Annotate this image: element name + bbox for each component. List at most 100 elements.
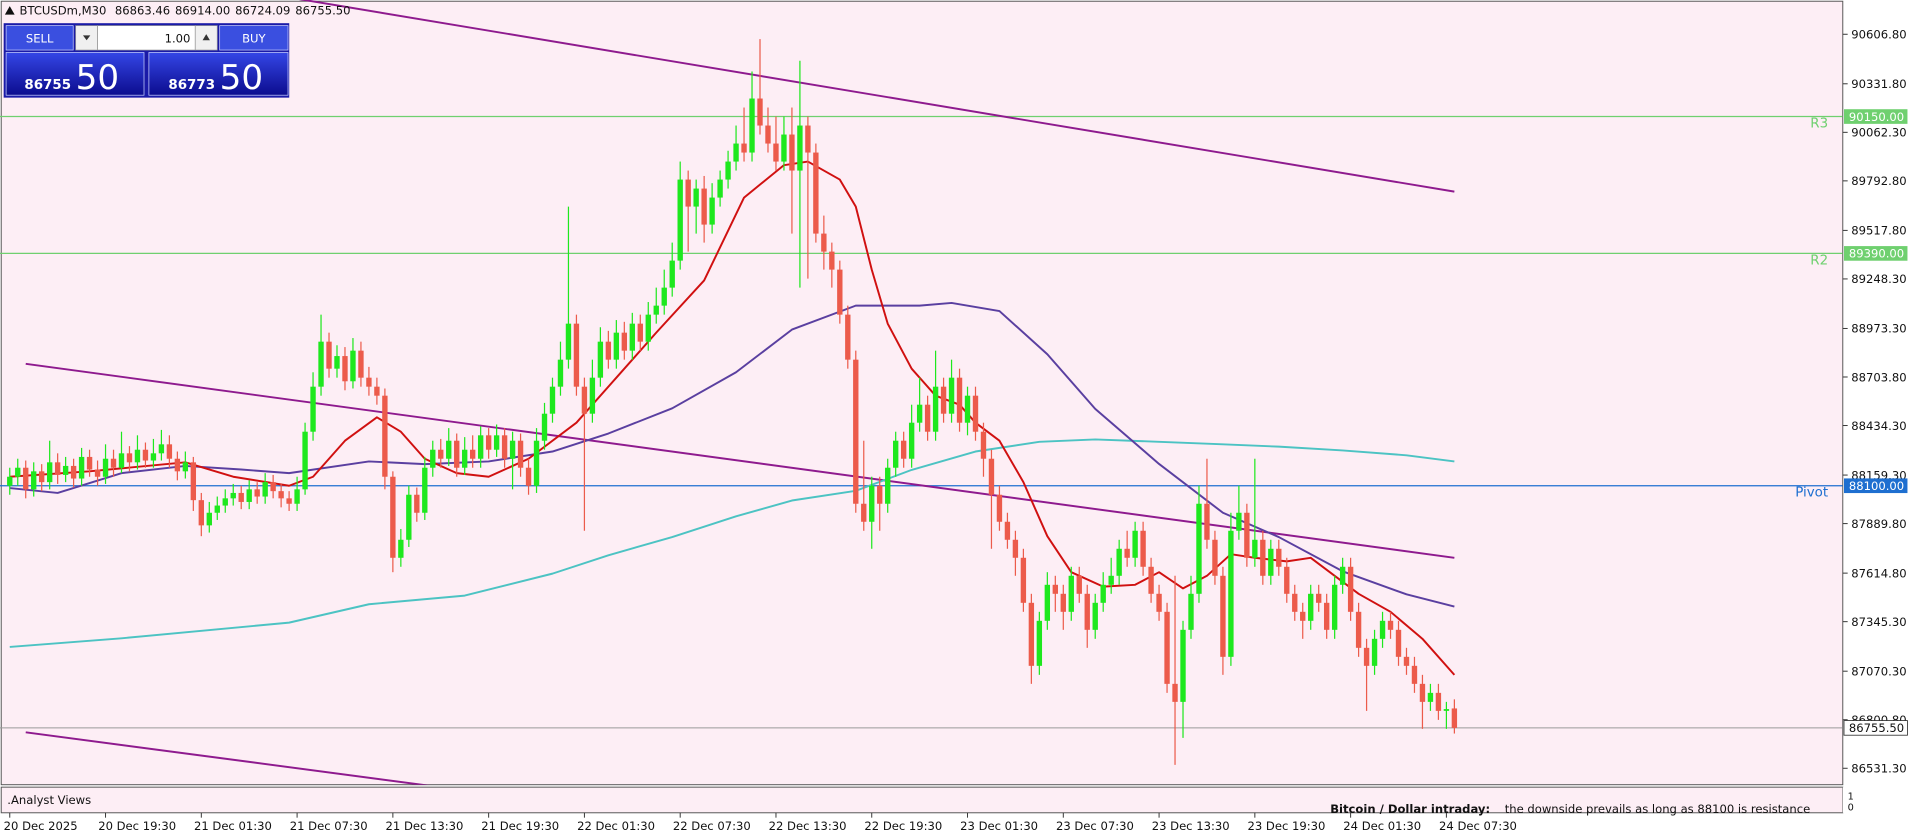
candle-body: [31, 471, 37, 490]
candle-body: [39, 471, 45, 483]
candle-body: [302, 431, 308, 490]
y-tick-label: 89248.30: [1851, 272, 1906, 286]
sell-price[interactable]: 86755 50: [5, 52, 145, 98]
candle-body: [366, 377, 372, 387]
y-tick-label: 89792.80: [1851, 174, 1906, 188]
candle-body: [1140, 530, 1146, 567]
buy-price-big[interactable]: 50: [220, 58, 263, 98]
y-tick-label: 87345.30: [1851, 615, 1906, 629]
buy-label[interactable]: BUY: [242, 32, 266, 46]
x-tick-label: 22 Dec 13:30: [769, 819, 847, 833]
up-arrow[interactable]: [202, 34, 210, 41]
volume-input[interactable]: [97, 25, 196, 51]
level-label: R3: [1810, 117, 1828, 132]
trend-line: [25, 731, 429, 785]
buy-price-main[interactable]: 86773: [168, 78, 215, 93]
volume-up[interactable]: [194, 25, 218, 51]
moving-average: [9, 301, 1455, 608]
candle-body: [374, 386, 380, 396]
candle-body: [1323, 602, 1330, 630]
candle-body: [1260, 539, 1266, 576]
sell-price-bg[interactable]: [5, 52, 145, 96]
candle-body: [653, 305, 659, 315]
candle-body: [669, 260, 675, 288]
candle-body: [964, 395, 971, 423]
buy-price-bg[interactable]: [148, 52, 289, 96]
candle-body: [573, 323, 580, 387]
candle-body: [270, 482, 276, 492]
candle-body: [924, 404, 931, 432]
candle-body: [1236, 512, 1242, 531]
candle-body: [1204, 503, 1210, 540]
candle-body: [1252, 539, 1258, 558]
y-tick-label: 90606.80: [1851, 28, 1906, 42]
symbol-icon: [4, 6, 15, 15]
candle-body: [1036, 620, 1043, 666]
buy-price[interactable]: 86773 50: [148, 52, 289, 98]
buy-button-bg[interactable]: [219, 25, 289, 51]
candle-body: [1196, 503, 1202, 594]
candle-body: [23, 467, 29, 490]
moving-average: [9, 160, 1456, 676]
candle-body: [948, 377, 955, 414]
candle-body: [262, 482, 268, 497]
last-price-label: 86755.50: [1849, 721, 1904, 735]
volume-down[interactable]: [75, 25, 98, 51]
candle-body: [781, 134, 787, 162]
x-tick-label: 24 Dec 01:30: [1343, 819, 1421, 833]
candle-body: [645, 314, 651, 342]
down-arrow[interactable]: [82, 35, 91, 41]
candle-body: [821, 233, 827, 252]
analyst-text: the downside prevails as long as 88100 i…: [1505, 802, 1811, 816]
plot-area: [0, 0, 1844, 786]
time-axis: 20 Dec 2025 20 Dec 19:30 21 Dec 01:30 21 De…: [4, 812, 1517, 833]
candle-body: [286, 498, 292, 504]
candle-body: [517, 440, 524, 468]
candle-body: [1316, 593, 1322, 603]
candle-body: [477, 435, 484, 459]
candle-body: [972, 395, 979, 432]
candle-body: [908, 422, 915, 459]
candle-body: [1020, 557, 1027, 603]
analyst-panel: [0, 786, 1844, 814]
candle-body: [174, 458, 181, 472]
candle-body: [1212, 539, 1218, 576]
candle-body: [1308, 593, 1314, 621]
volume-value[interactable]: 1.00: [165, 32, 191, 46]
candle-body: [1068, 575, 1074, 612]
candle-body: [1164, 611, 1170, 684]
y-tick-label: 87070.30: [1851, 664, 1906, 678]
header: BTCUSDm,M30 86863.46 86914.00 86724.09 86755…: [4, 4, 351, 18]
candle-body: [717, 179, 723, 198]
candle-body: [1028, 602, 1035, 666]
x-tick-label: 20 Dec 19:30: [98, 819, 176, 833]
sell-button-bg[interactable]: [5, 25, 74, 51]
sell-price-main[interactable]: 86755: [24, 78, 71, 93]
level-price-label: 89390.00: [1849, 247, 1904, 261]
sell-button[interactable]: SELL: [5, 25, 74, 51]
candle-body: [597, 341, 604, 378]
buy-button[interactable]: BUY: [219, 25, 289, 51]
candle-body: [1044, 584, 1051, 621]
candle-body: [1084, 593, 1090, 630]
candle-body: [46, 462, 53, 483]
candle-body: [932, 386, 939, 432]
level-price-label: 88100.00: [1849, 479, 1904, 493]
x-tick-label: 22 Dec 01:30: [577, 819, 655, 833]
candle-body: [1172, 683, 1178, 702]
y-tick-label: 90331.80: [1851, 77, 1906, 91]
candle-body: [893, 440, 899, 468]
candle-body: [294, 489, 300, 504]
candle-body: [1180, 629, 1186, 702]
sell-price-big[interactable]: 50: [76, 58, 119, 98]
sell-label[interactable]: SELL: [26, 32, 54, 46]
candle-body: [1156, 593, 1162, 612]
candle-body: [797, 125, 803, 171]
candle-body: [1355, 611, 1362, 648]
trade-panel: SELL 1.00 BUY 86755 50 86773 50: [3, 23, 290, 98]
x-tick-label: 23 Dec 01:30: [960, 819, 1038, 833]
candle-body: [358, 350, 364, 378]
candle-body: [1276, 548, 1282, 567]
candle-body: [701, 188, 707, 225]
